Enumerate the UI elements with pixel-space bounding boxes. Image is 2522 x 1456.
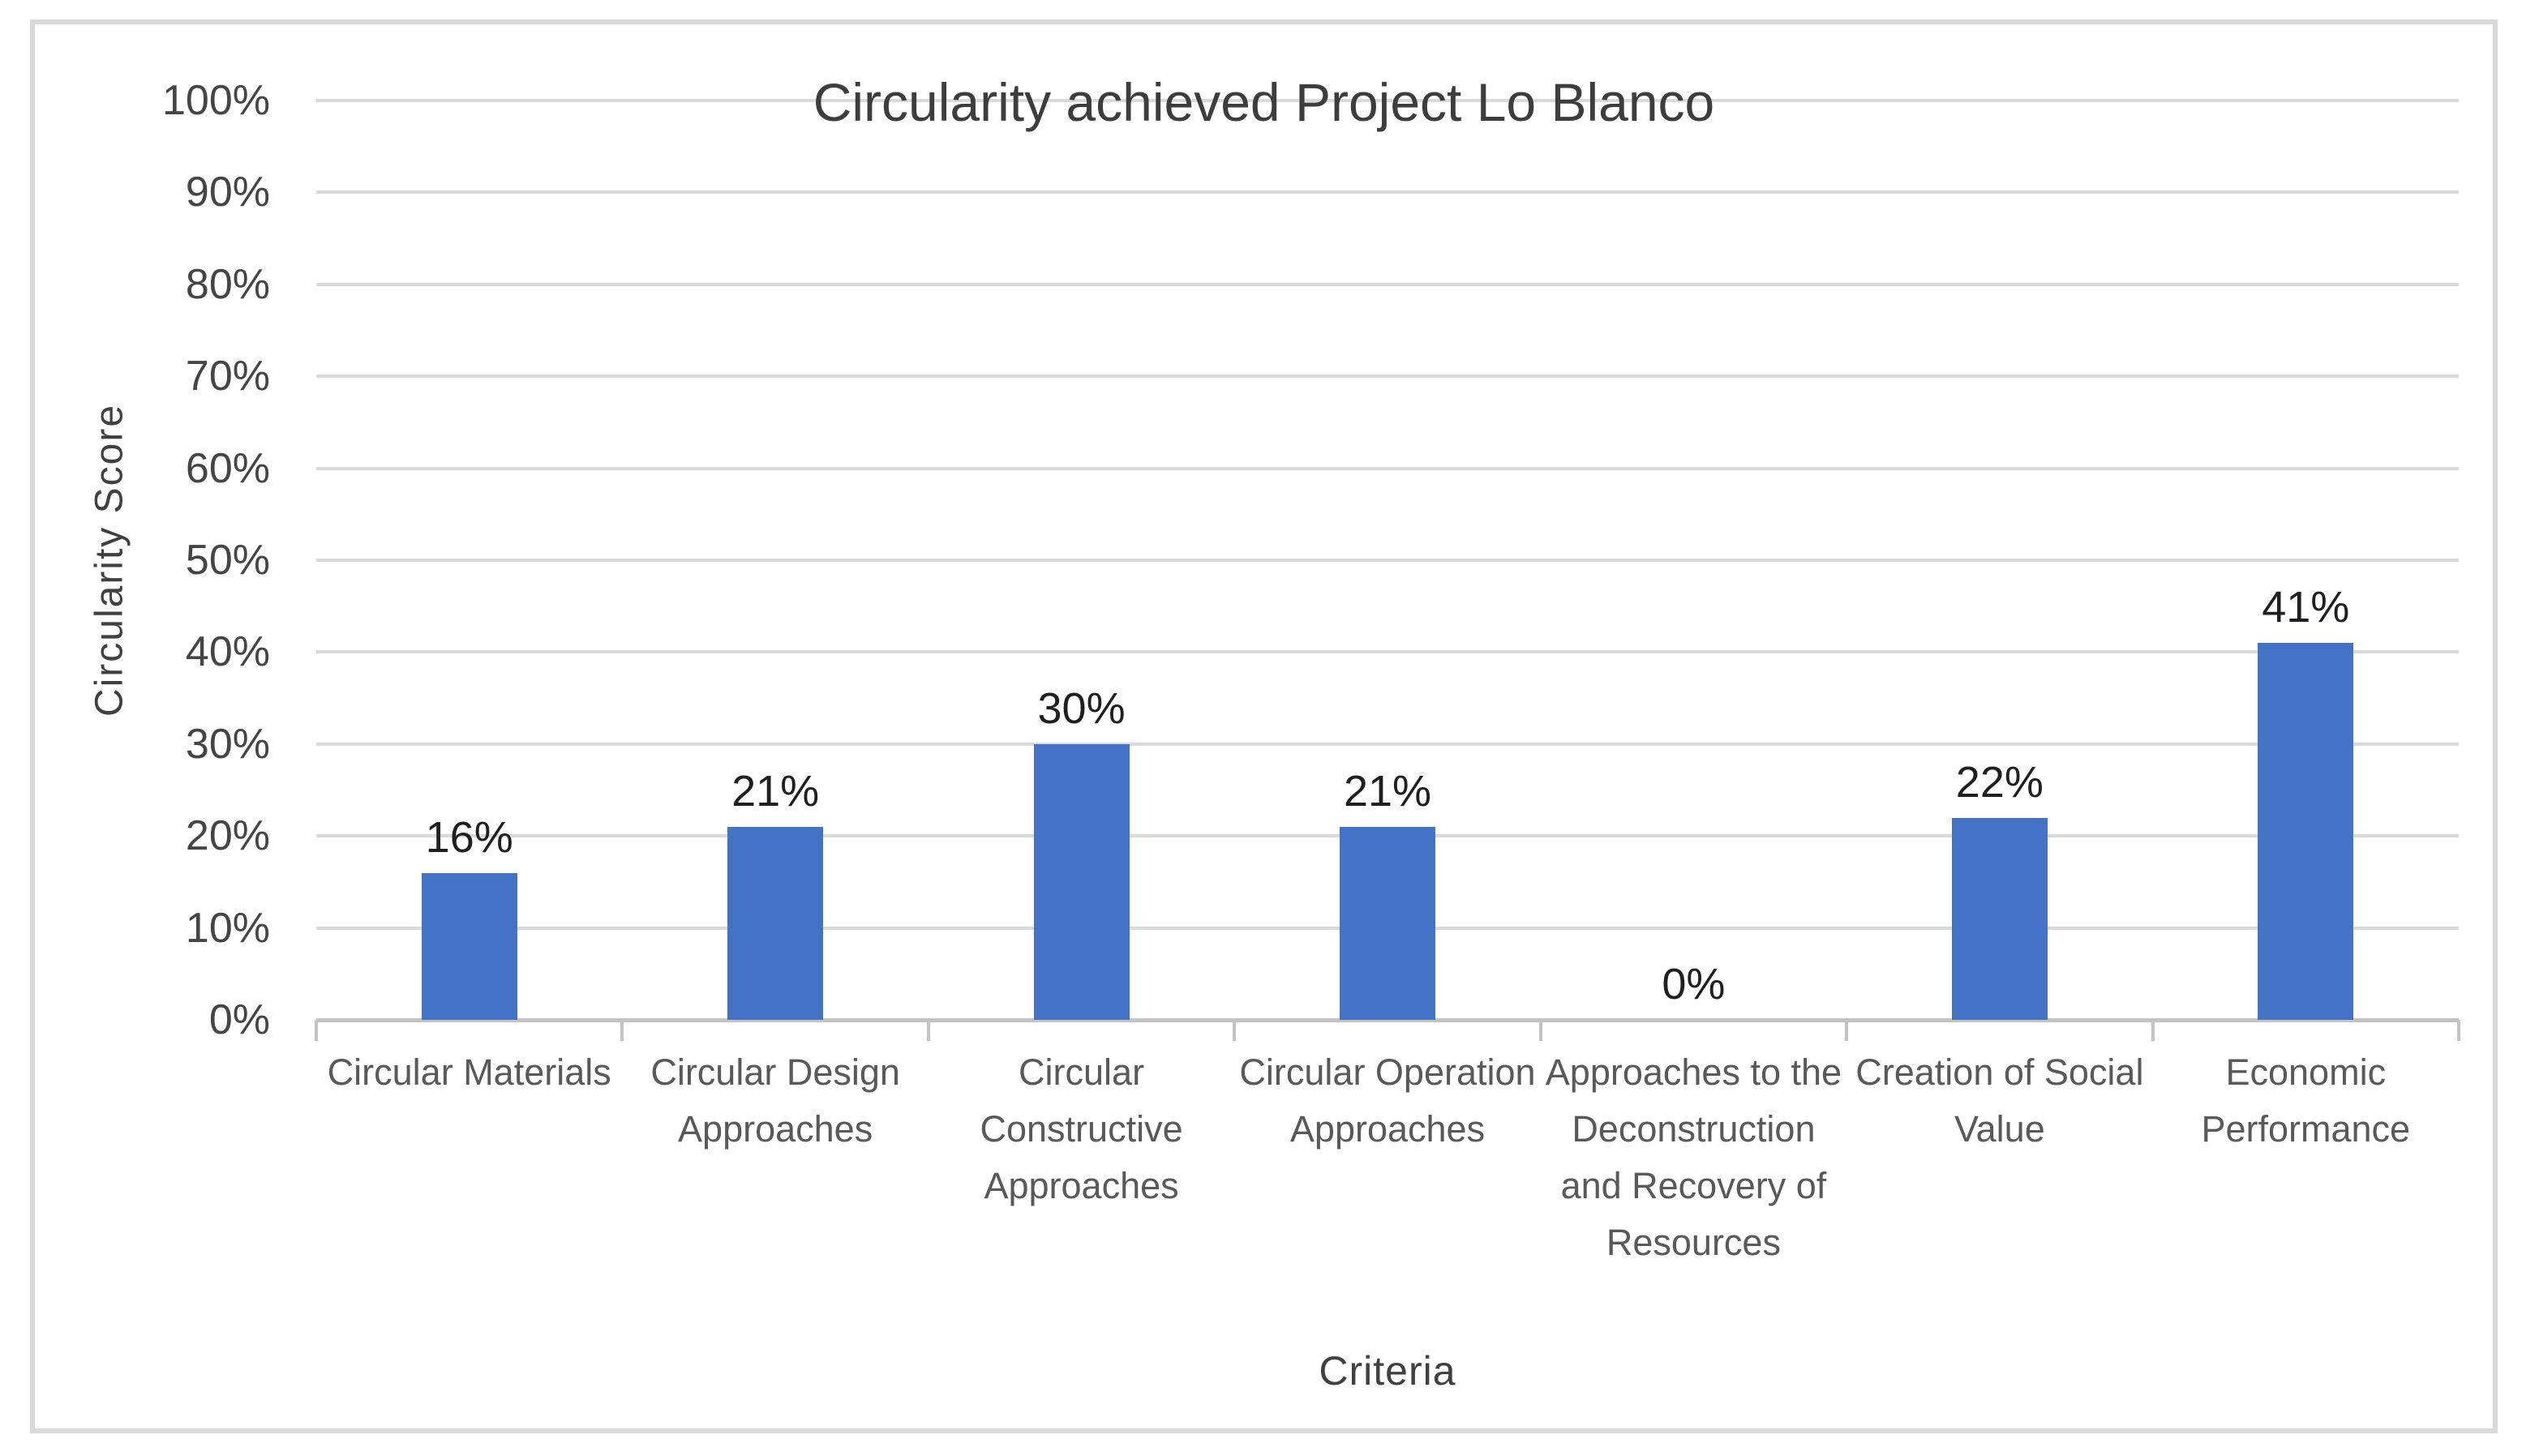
gridline — [316, 650, 2459, 654]
x-axis-line — [316, 1018, 2459, 1022]
y-tick-label: 60% — [185, 444, 270, 492]
bar — [2258, 643, 2354, 1020]
bar — [421, 872, 517, 1020]
x-category-label: Creation of Social Value — [1855, 1051, 2144, 1150]
y-tick-label: 70% — [185, 353, 270, 400]
x-axis-tick — [1538, 1020, 1542, 1041]
bar-data-label: 21% — [731, 766, 820, 816]
gridline — [316, 99, 2459, 102]
y-tick-label: 10% — [185, 904, 270, 952]
gridline — [316, 559, 2459, 562]
gridline — [316, 375, 2459, 379]
bar — [1033, 743, 1130, 1020]
y-tick-label: 90% — [185, 169, 270, 216]
bar — [727, 826, 824, 1020]
gridline — [316, 742, 2459, 746]
x-axis-tick — [2457, 1020, 2460, 1041]
x-category-label: Circular Design Approaches — [650, 1051, 900, 1150]
y-tick-label: 40% — [185, 628, 270, 676]
bar-data-label: 22% — [1955, 757, 2044, 807]
y-tick-label: 50% — [185, 537, 270, 584]
bar-data-label: 30% — [1037, 683, 1126, 733]
x-category-label: Approaches to the Deconstruction and Rec… — [1545, 1051, 1842, 1263]
x-axis-title: Criteria — [1319, 1348, 1456, 1394]
x-category-label: Economic Performance — [2201, 1051, 2411, 1150]
x-category-label: Circular Constructive Approaches — [980, 1051, 1183, 1206]
chart-area-border — [30, 19, 2498, 1433]
y-tick-label: 0% — [208, 996, 270, 1043]
y-tick-label: 20% — [185, 812, 270, 860]
bar-data-label: 41% — [2262, 583, 2350, 632]
gridline — [316, 191, 2459, 195]
bar-data-label: 21% — [1343, 766, 1432, 816]
y-tick-label: 100% — [162, 77, 270, 124]
bar — [1340, 826, 1435, 1020]
x-axis-tick — [620, 1020, 624, 1041]
y-tick-label: 80% — [185, 260, 270, 308]
gridline — [316, 466, 2459, 470]
chart-title: Circularity achieved Project Lo Blanco — [813, 72, 1715, 132]
x-axis-tick — [2151, 1020, 2155, 1041]
bar-data-label: 16% — [425, 812, 513, 862]
x-axis-tick — [926, 1020, 930, 1041]
x-axis-tick — [315, 1020, 318, 1041]
bar-data-label: 0% — [1662, 960, 1726, 1008]
x-axis-tick — [1233, 1020, 1237, 1041]
x-axis-tick — [1845, 1020, 1849, 1041]
bar — [1951, 817, 2048, 1020]
x-category-label: Circular Operation Approaches — [1239, 1051, 1536, 1150]
y-tick-label: 30% — [185, 720, 270, 768]
gridline — [316, 282, 2459, 286]
y-axis-title-text: Circularity Score — [88, 403, 131, 717]
x-category-label: Circular Materials — [327, 1051, 611, 1093]
